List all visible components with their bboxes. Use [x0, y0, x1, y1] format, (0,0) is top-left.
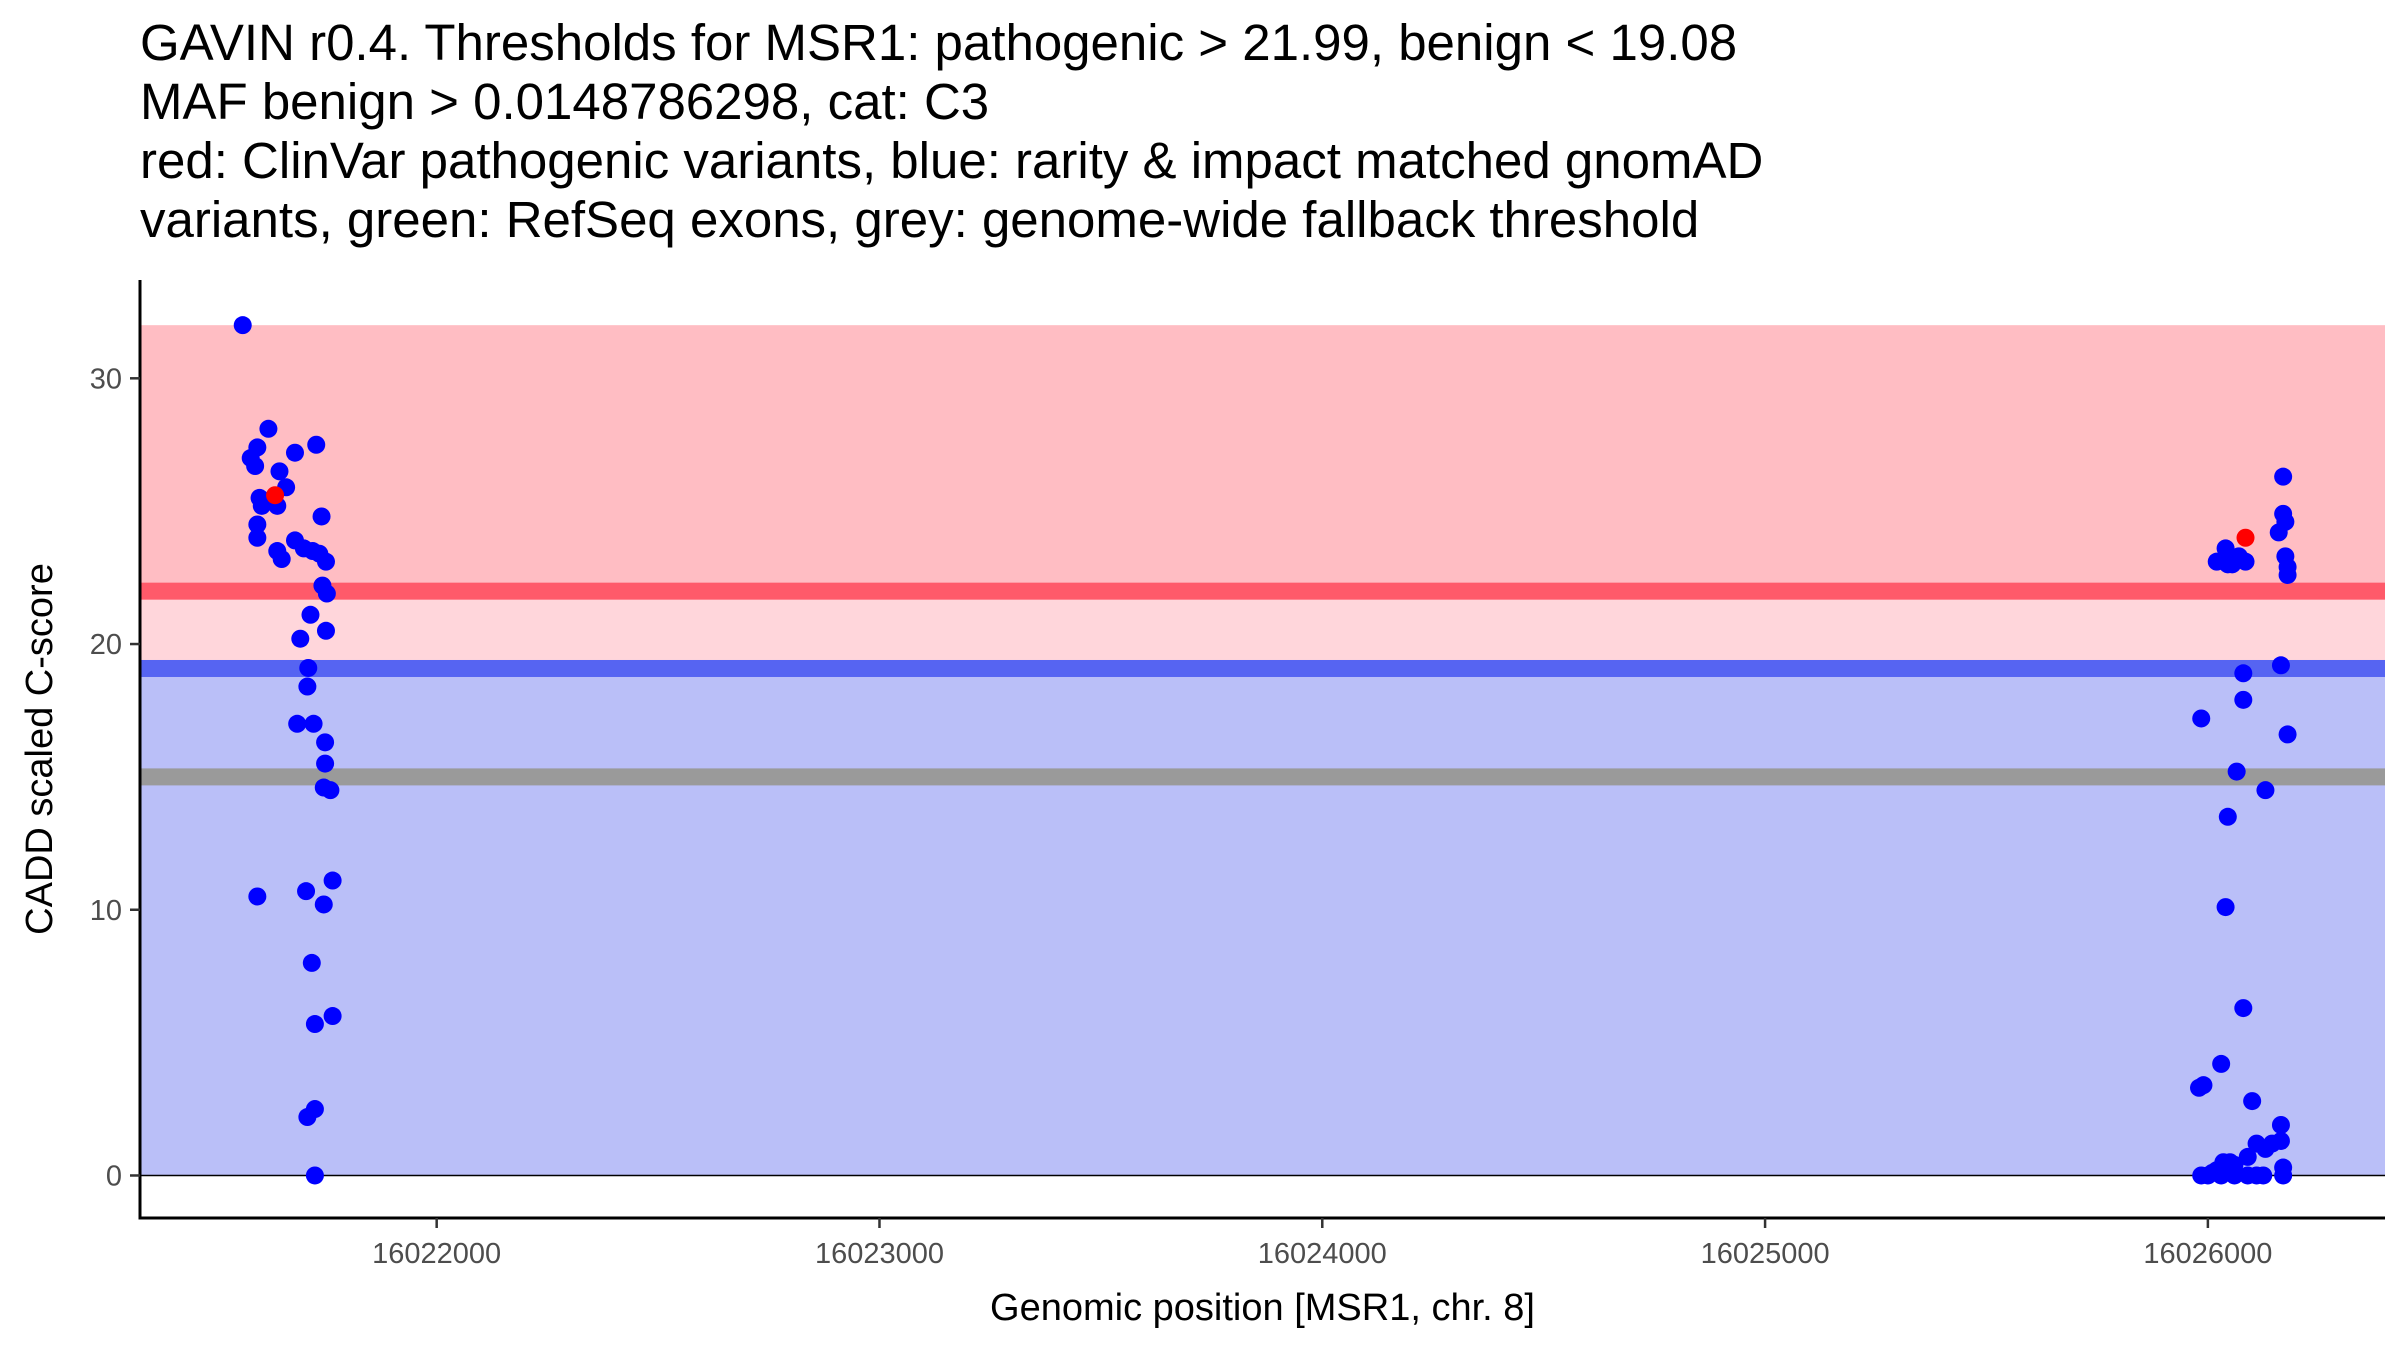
gnomad-point [2256, 781, 2275, 800]
gnomad-point [2225, 1166, 2244, 1185]
chart-title-line-3: red: ClinVar pathogenic variants, blue: … [140, 132, 1763, 189]
gnomad-point [2236, 552, 2255, 571]
x-axis-ticks: 16022000 16023000 16024000 16025000 16026000 [372, 1218, 2272, 1270]
gnomad-point [2276, 512, 2295, 531]
x-tick-label: 16026000 [2143, 1238, 2272, 1270]
clinvar-point [266, 486, 285, 505]
gnomad-point [291, 629, 310, 648]
gnomad-point [2194, 1076, 2213, 1095]
gnomad-point [2254, 1166, 2273, 1185]
y-tick-label: 0 [106, 1160, 122, 1192]
gnomad-point [298, 1108, 317, 1127]
gnomad-point [316, 621, 335, 640]
gnomad-point [2216, 539, 2235, 558]
pathogenic-threshold-line [141, 582, 2385, 600]
gnomad-point [316, 733, 335, 752]
x-tick-label: 16022000 [372, 1238, 501, 1270]
gnomad-point [2271, 1115, 2290, 1134]
fallback-threshold-line [141, 768, 2385, 786]
gnomad-point [2278, 565, 2297, 584]
y-tick-label: 30 [90, 363, 122, 395]
gnomad-point [248, 528, 267, 547]
gnomad-point [2234, 999, 2253, 1018]
gnomad-point [2238, 1147, 2257, 1166]
gnomad-point [298, 677, 317, 696]
gnomad-point [272, 550, 291, 569]
gnomad-point [270, 462, 289, 481]
gnomad-point [285, 443, 304, 462]
gnomad-point [2218, 807, 2237, 826]
gnomad-point [2274, 1166, 2293, 1185]
y-tick-label: 20 [90, 629, 122, 661]
pathogenic-region [141, 325, 2385, 592]
gnomad-point [2227, 762, 2246, 781]
gnomad-point [301, 605, 320, 624]
gnomad-point [259, 419, 278, 438]
gnomad-point [2234, 664, 2253, 683]
gnomad-point [2234, 690, 2253, 709]
y-tick-label: 10 [90, 895, 122, 927]
gnomad-point [323, 871, 342, 890]
gnomad-point [314, 895, 333, 914]
gnomad-point [248, 887, 267, 906]
x-tick-label: 16025000 [1701, 1238, 1830, 1270]
gnomad-point [2212, 1166, 2231, 1185]
gnomad-point [288, 714, 307, 733]
gnomad-point [248, 515, 267, 534]
gnomad-point [321, 781, 340, 800]
gnomad-point [2278, 725, 2297, 744]
gnomad-point [305, 1015, 324, 1034]
x-axis-title: Genomic position [MSR1, chr. 8] [990, 1287, 1535, 1329]
threshold-lines [141, 582, 2385, 786]
gnomad-point [299, 658, 318, 677]
gnomad-point [2212, 1054, 2231, 1073]
gnomad-point [246, 457, 265, 476]
threshold-regions [141, 325, 2385, 1176]
gnomad-point [2216, 898, 2235, 917]
clinvar-point [2236, 528, 2255, 547]
gnomad-point [248, 438, 267, 457]
chart-title-line-1: GAVIN r0.4. Thresholds for MSR1: pathoge… [140, 14, 1737, 71]
gnomad-point [2192, 709, 2211, 728]
gnomad-point [305, 1166, 324, 1185]
x-tick-label: 16023000 [815, 1238, 944, 1270]
y-axis-ticks: 0 10 20 30 [90, 363, 140, 1192]
gnomad-point [304, 714, 323, 733]
gnomad-point [2274, 467, 2293, 486]
gnomad-point [307, 435, 326, 454]
benign-threshold-line [141, 659, 2385, 677]
gnomad-point [312, 507, 331, 526]
chart-title: GAVIN r0.4. Thresholds for MSR1: pathoge… [140, 14, 1763, 248]
gnomad-point [252, 496, 271, 515]
y-axis-title: CADD scaled C-score [19, 563, 61, 935]
benign-region [141, 668, 2385, 1176]
gnomad-point [233, 316, 252, 335]
axes: 0 10 20 30 16022000 16023000 16024000 16025000… [90, 280, 2385, 1270]
chart-title-line-2: MAF benign > 0.0148786298, cat: C3 [140, 73, 989, 130]
gnomad-point [302, 953, 321, 972]
x-tick-label: 16024000 [1258, 1238, 1387, 1270]
gnomad-point [323, 1007, 342, 1026]
gnomad-point [316, 754, 335, 773]
gnomad-point [2263, 1134, 2282, 1153]
gnomad-point [316, 552, 335, 571]
gnomad-point [2243, 1092, 2262, 1111]
gnomad-point [2271, 656, 2290, 675]
uncertain-region [141, 591, 2385, 669]
data-points [233, 316, 2297, 1185]
gnomad-point [317, 584, 336, 603]
gnomad-point [297, 882, 316, 901]
chart-title-line-4: variants, green: RefSeq exons, grey: gen… [140, 191, 1699, 248]
